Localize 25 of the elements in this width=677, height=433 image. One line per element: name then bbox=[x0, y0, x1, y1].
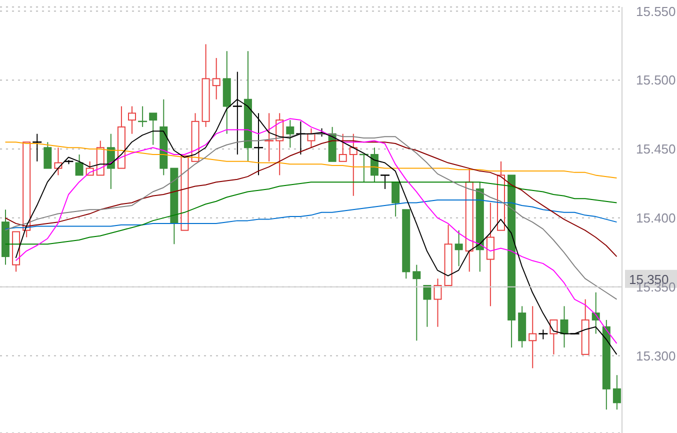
candlestick bbox=[212, 58, 220, 100]
candlestick bbox=[286, 120, 294, 148]
candlestick bbox=[128, 106, 136, 134]
candlestick bbox=[412, 264, 421, 342]
candlestick bbox=[44, 142, 52, 169]
line-series bbox=[4, 140, 618, 258]
candlestick bbox=[370, 147, 378, 183]
candlestick bbox=[434, 278, 442, 328]
candlestick bbox=[454, 230, 463, 267]
candlestick bbox=[392, 182, 400, 218]
candlestick bbox=[612, 374, 621, 410]
candlestick bbox=[349, 133, 358, 196]
candlestick bbox=[149, 112, 158, 146]
line-series bbox=[4, 142, 618, 178]
y-tick-label: 15.450 bbox=[636, 142, 676, 157]
candlestick bbox=[528, 306, 537, 369]
candlestick bbox=[486, 202, 494, 307]
y-tick-label: 15.300 bbox=[636, 348, 676, 364]
y-tick-label: 15.550 bbox=[636, 4, 676, 19]
candlestick bbox=[338, 133, 347, 162]
candlestick bbox=[423, 284, 432, 328]
candlestick bbox=[75, 154, 84, 176]
candlestick bbox=[560, 306, 568, 348]
y-tick-label: 15.400 bbox=[636, 210, 676, 226]
y-tick-label: 15.500 bbox=[636, 72, 676, 88]
